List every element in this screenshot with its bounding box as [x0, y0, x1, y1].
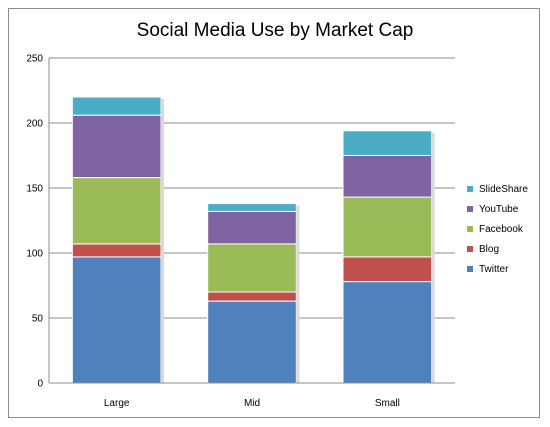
bar-segment-blog-mid [207, 291, 297, 302]
bars [71, 96, 435, 384]
bar-segment-slideshare-large [71, 96, 162, 116]
bar-segment-slideshare-small [342, 130, 433, 157]
y-tick-label: 200 [26, 119, 43, 130]
legend-swatch-youtube [467, 206, 473, 212]
bar-segment-slideshare-mid [207, 203, 297, 212]
x-category-label: Large [104, 398, 130, 409]
legend-label-facebook: Facebook [479, 224, 524, 235]
y-tick-label: 50 [32, 314, 44, 325]
y-tick-label: 100 [26, 249, 43, 260]
legend-swatch-slideshare [467, 186, 473, 192]
y-tick-label: 250 [26, 54, 43, 65]
bar-segment-blog-large [71, 243, 162, 258]
legend-swatch-twitter [467, 266, 473, 272]
bar-segment-youtube-small [342, 155, 433, 198]
bar-shadow [296, 205, 300, 383]
legend-label-blog: Blog [479, 244, 499, 255]
bar-segment-facebook-mid [207, 243, 297, 293]
legend-swatch-blog [467, 246, 473, 252]
legend-label-slideshare: SlideShare [479, 184, 528, 195]
legend-label-youtube: YouTube [479, 204, 519, 215]
bar-segment-facebook-large [71, 177, 162, 245]
bar-segment-blog-small [342, 256, 433, 283]
bar-segment-facebook-small [342, 196, 433, 258]
bar-segment-twitter-large [71, 256, 162, 384]
bar-segment-twitter-mid [207, 300, 297, 384]
bar-shadow [160, 99, 164, 383]
bar-segment-youtube-mid [207, 210, 297, 245]
bar-shadow [431, 132, 435, 383]
y-tick-label: 0 [37, 379, 43, 390]
bar-segment-twitter-small [342, 281, 433, 384]
x-category-label: Small [375, 398, 400, 409]
legend-swatch-facebook [467, 226, 473, 232]
bar-segment-youtube-large [71, 114, 162, 179]
chart-title: Social Media Use by Market Cap [136, 20, 414, 41]
legend-label-twitter: Twitter [479, 264, 509, 275]
y-tick-label: 150 [26, 184, 43, 195]
axes: 0 50 100 150 200 250 Large Mid Small [26, 54, 455, 409]
x-category-label: Mid [244, 398, 260, 409]
legend: SlideShare YouTube Facebook Blog Twitter [467, 184, 528, 275]
